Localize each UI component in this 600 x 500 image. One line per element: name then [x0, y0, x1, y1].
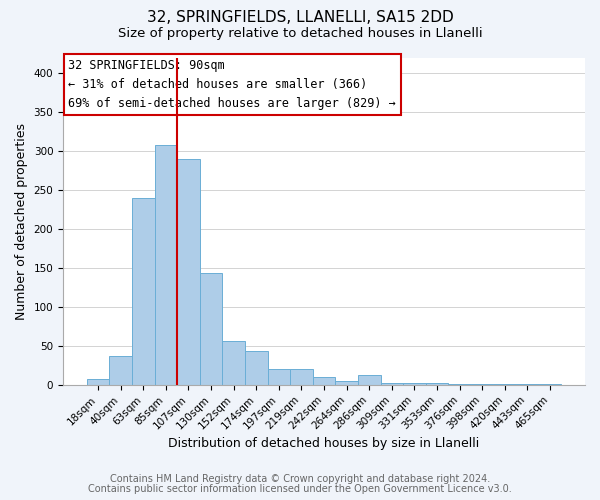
Bar — [471, 384, 493, 385]
Bar — [335, 381, 358, 385]
Bar — [313, 377, 335, 385]
Bar — [245, 350, 268, 385]
Bar — [380, 384, 403, 385]
Bar — [516, 384, 539, 385]
Bar — [223, 341, 245, 385]
Bar — [358, 374, 380, 385]
Bar — [425, 384, 448, 385]
Bar — [290, 370, 313, 385]
Bar — [87, 378, 109, 385]
Text: Size of property relative to detached houses in Llanelli: Size of property relative to detached ho… — [118, 28, 482, 40]
Text: 32 SPRINGFIELDS: 90sqm
← 31% of detached houses are smaller (366)
69% of semi-de: 32 SPRINGFIELDS: 90sqm ← 31% of detached… — [68, 59, 396, 110]
Bar — [539, 384, 561, 385]
Text: Contains public sector information licensed under the Open Government Licence v3: Contains public sector information licen… — [88, 484, 512, 494]
Text: Contains HM Land Registry data © Crown copyright and database right 2024.: Contains HM Land Registry data © Crown c… — [110, 474, 490, 484]
Bar — [177, 159, 200, 385]
Bar — [155, 145, 177, 385]
Bar — [109, 356, 132, 385]
X-axis label: Distribution of detached houses by size in Llanelli: Distribution of detached houses by size … — [169, 437, 479, 450]
Bar — [268, 370, 290, 385]
Bar — [403, 384, 425, 385]
Bar — [200, 274, 223, 385]
Bar — [493, 384, 516, 385]
Bar — [132, 198, 155, 385]
Y-axis label: Number of detached properties: Number of detached properties — [15, 122, 28, 320]
Bar — [448, 384, 471, 385]
Text: 32, SPRINGFIELDS, LLANELLI, SA15 2DD: 32, SPRINGFIELDS, LLANELLI, SA15 2DD — [146, 10, 454, 25]
